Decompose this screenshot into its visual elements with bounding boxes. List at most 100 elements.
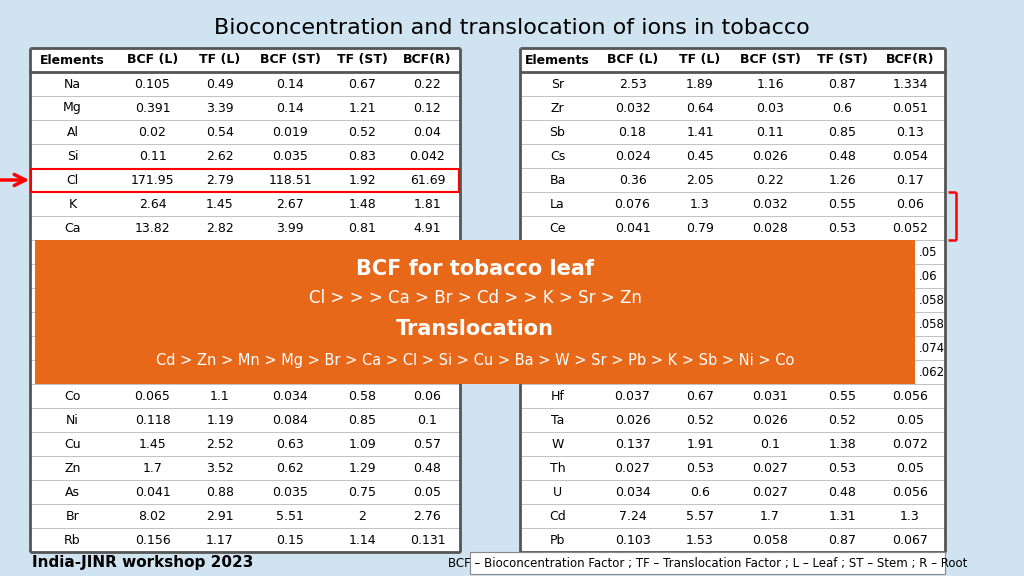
Text: 3.39: 3.39 (206, 101, 233, 115)
Text: 0.028: 0.028 (752, 222, 787, 234)
Text: 0.63: 0.63 (276, 438, 304, 450)
Text: 0.36: 0.36 (618, 173, 646, 187)
Text: 0.027: 0.027 (752, 461, 787, 475)
Text: Ta: Ta (551, 414, 564, 426)
Text: Al: Al (67, 126, 79, 138)
Text: Zn: Zn (65, 461, 81, 475)
Text: 1.7: 1.7 (760, 510, 780, 522)
Text: 3.99: 3.99 (276, 222, 304, 234)
Text: 1.91: 1.91 (686, 438, 714, 450)
Text: 2.64: 2.64 (138, 198, 166, 210)
Text: 1.09: 1.09 (348, 438, 377, 450)
Text: 0.22: 0.22 (414, 78, 441, 90)
Text: 2.67: 2.67 (276, 198, 304, 210)
Text: Ce: Ce (549, 222, 565, 234)
Text: 0.48: 0.48 (828, 486, 856, 498)
Text: K: K (69, 198, 77, 210)
Text: 1.21: 1.21 (349, 101, 376, 115)
Text: 4.91: 4.91 (414, 222, 441, 234)
Text: 7.24: 7.24 (618, 510, 646, 522)
Text: 1.41: 1.41 (686, 126, 714, 138)
Text: Mg: Mg (63, 101, 82, 115)
Text: 0.056: 0.056 (892, 389, 928, 403)
Text: TF (ST): TF (ST) (817, 54, 868, 66)
Text: 0.027: 0.027 (614, 461, 650, 475)
Text: 0.118: 0.118 (134, 414, 170, 426)
Text: 118.51: 118.51 (268, 173, 312, 187)
Text: Br: Br (66, 510, 80, 522)
Text: .058: .058 (919, 317, 945, 331)
Text: Ba: Ba (549, 173, 565, 187)
Bar (30, 48, 460, 552)
Text: Na: Na (63, 78, 81, 90)
Text: 1.38: 1.38 (828, 438, 856, 450)
Text: Ni: Ni (67, 414, 79, 426)
Text: 0.67: 0.67 (348, 78, 377, 90)
Text: 0.18: 0.18 (618, 126, 646, 138)
Text: 0.49: 0.49 (206, 78, 233, 90)
Text: 0.52: 0.52 (686, 414, 714, 426)
Text: 0.05: 0.05 (896, 461, 924, 475)
Text: Cl: Cl (67, 173, 79, 187)
Text: 0.52: 0.52 (828, 414, 856, 426)
Text: 0.035: 0.035 (272, 150, 308, 162)
Text: 2.91: 2.91 (206, 510, 233, 522)
Text: BCF (ST): BCF (ST) (739, 54, 801, 66)
Text: 61.69: 61.69 (410, 173, 445, 187)
Text: 0.52: 0.52 (348, 126, 377, 138)
Text: Zr: Zr (551, 101, 564, 115)
Text: 1.7: 1.7 (142, 461, 163, 475)
Text: .058: .058 (919, 294, 945, 306)
Text: 0.103: 0.103 (614, 533, 650, 547)
Text: 1.29: 1.29 (349, 461, 376, 475)
Text: Elements: Elements (40, 54, 104, 66)
Text: India-JINR workshop 2023: India-JINR workshop 2023 (32, 555, 253, 570)
Text: 0.076: 0.076 (614, 198, 650, 210)
Text: 0.11: 0.11 (756, 126, 784, 138)
Text: Pb: Pb (550, 533, 565, 547)
Text: 2: 2 (358, 510, 367, 522)
Text: 1.3: 1.3 (900, 510, 920, 522)
Text: 1.92: 1.92 (349, 173, 376, 187)
Text: 0.06: 0.06 (414, 389, 441, 403)
Text: 0.03: 0.03 (756, 101, 784, 115)
Text: 1.17: 1.17 (206, 533, 233, 547)
Text: 0.032: 0.032 (614, 101, 650, 115)
Text: 0.065: 0.065 (134, 389, 170, 403)
Text: Cu: Cu (65, 438, 81, 450)
Text: 0.64: 0.64 (686, 101, 714, 115)
Text: 0.024: 0.024 (614, 150, 650, 162)
Text: 0.13: 0.13 (896, 126, 924, 138)
Text: 0.85: 0.85 (828, 126, 856, 138)
Bar (470, 552, 945, 574)
Text: 0.48: 0.48 (828, 150, 856, 162)
Text: Cs: Cs (550, 150, 565, 162)
Text: Bioconcentration and translocation of ions in tobacco: Bioconcentration and translocation of io… (214, 18, 810, 38)
Text: Si: Si (67, 150, 78, 162)
Text: Translocation: Translocation (396, 319, 554, 339)
Text: 1.81: 1.81 (414, 198, 441, 210)
Text: .062: .062 (919, 366, 945, 378)
Text: BCF – Bioconcentration Factor ; TF – Translocation Factor ; L – Leaf ; ST – Stem: BCF – Bioconcentration Factor ; TF – Tra… (447, 556, 968, 570)
Text: 0.156: 0.156 (134, 533, 170, 547)
Text: 13.82: 13.82 (135, 222, 170, 234)
Text: As: As (65, 486, 80, 498)
Text: Hf: Hf (551, 389, 564, 403)
Text: 0.55: 0.55 (828, 198, 856, 210)
Text: Sb: Sb (550, 126, 565, 138)
Text: 1.45: 1.45 (206, 198, 233, 210)
Text: 0.79: 0.79 (686, 222, 714, 234)
Text: 0.67: 0.67 (686, 389, 714, 403)
Text: 0.026: 0.026 (752, 414, 787, 426)
Text: 0.45: 0.45 (686, 150, 714, 162)
Text: BCF for tobacco leaf: BCF for tobacco leaf (356, 259, 594, 279)
Text: 1.3: 1.3 (690, 198, 710, 210)
Text: 0.042: 0.042 (410, 150, 445, 162)
Text: 0.019: 0.019 (272, 126, 308, 138)
Text: 0.6: 0.6 (833, 101, 852, 115)
Text: 0.041: 0.041 (614, 222, 650, 234)
Text: 0.041: 0.041 (134, 486, 170, 498)
Text: 0.105: 0.105 (134, 78, 170, 90)
Text: 0.032: 0.032 (752, 198, 787, 210)
Text: 2.52: 2.52 (206, 438, 233, 450)
